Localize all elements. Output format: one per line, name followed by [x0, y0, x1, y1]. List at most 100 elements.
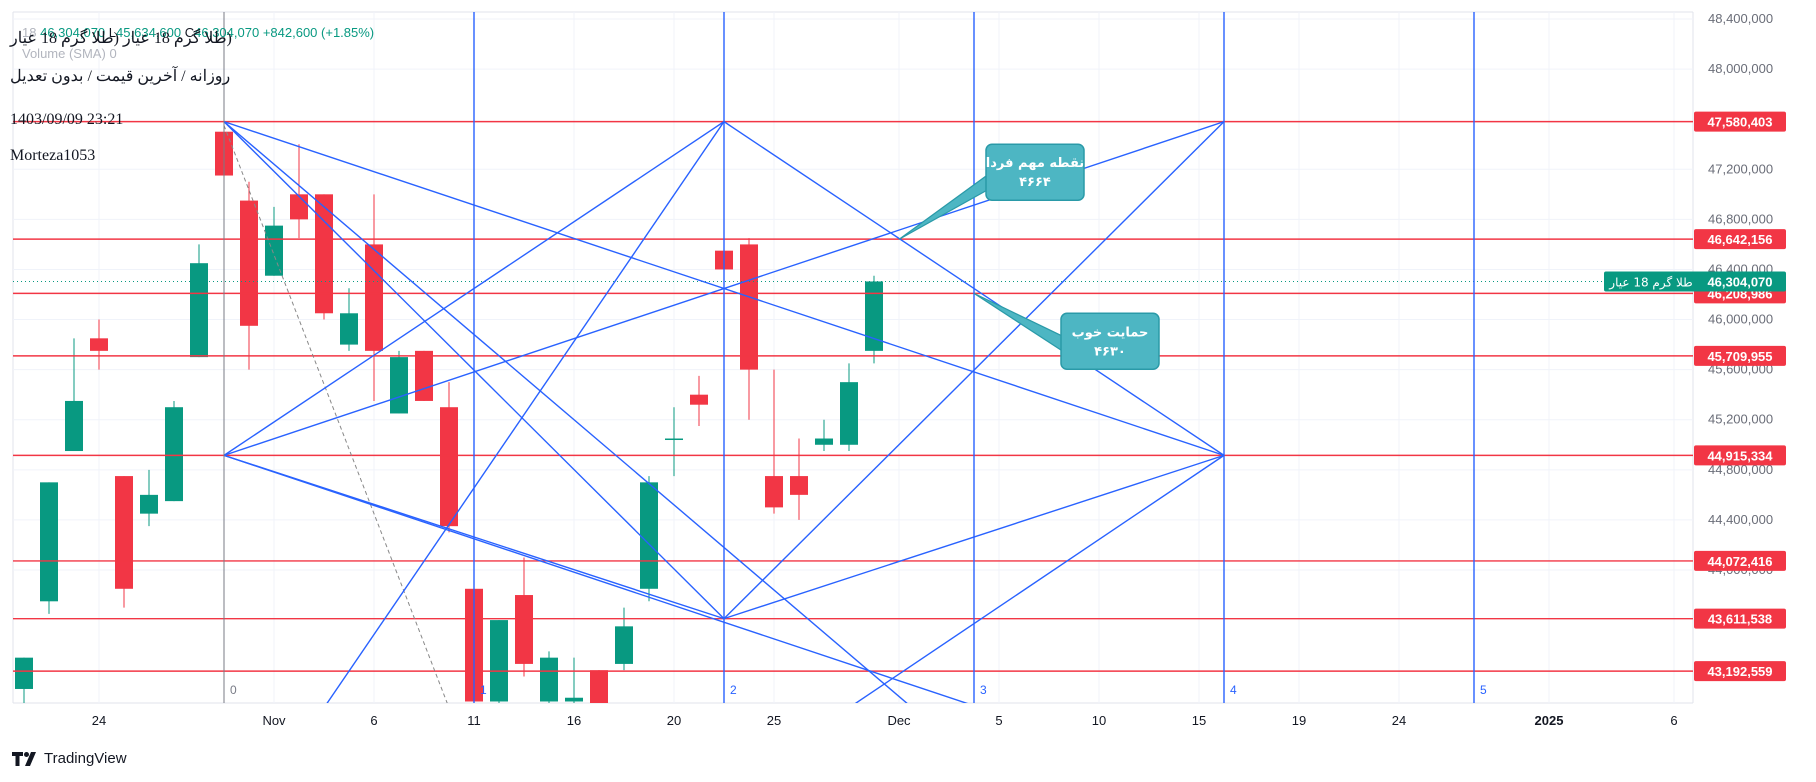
candle-body	[790, 476, 808, 495]
timeframe-annotation[interactable]: روزانه / آخرین قیمت / بدون تعدیل	[10, 68, 231, 85]
price-tick-label: 48,000,000	[1708, 61, 1773, 76]
tradingview-text: TradingView	[44, 750, 127, 767]
price-tick-label: 47,200,000	[1708, 161, 1773, 176]
symbol-name-annotation[interactable]: (طلا گرم 18 عیار (طلا گرم 18 عیار	[10, 30, 232, 47]
price-level-tag-label: 45,709,955	[1707, 349, 1772, 364]
author-annotation[interactable]: Morteza1053	[10, 147, 96, 164]
time-tick-label: 24	[92, 713, 106, 728]
time-division-label: 5	[1480, 683, 1487, 697]
candle-body	[115, 476, 133, 589]
time-tick-label: 2025	[1535, 713, 1564, 728]
time-tick-label: 24	[1392, 713, 1406, 728]
price-tick-label: 44,800,000	[1708, 462, 1773, 477]
candle-body	[65, 400, 83, 452]
symbol-name-tag-label: طلا گرم 18 عیار	[1608, 275, 1692, 290]
candle-body	[740, 244, 758, 370]
candle-body	[240, 200, 258, 326]
price-tick-label: 46,800,000	[1708, 211, 1773, 226]
callout-box	[985, 143, 1085, 201]
candle-body	[415, 350, 433, 401]
time-tick-label: 6	[1670, 713, 1677, 728]
time-tick-label: 10	[1092, 713, 1106, 728]
time-tick-label: 20	[667, 713, 681, 728]
candle-body	[840, 382, 858, 445]
time-tick-label: Dec	[887, 713, 911, 728]
callout-box	[1060, 312, 1160, 371]
price-level-tag-label: 44,915,334	[1707, 448, 1773, 463]
price-tick-label: 45,200,000	[1708, 412, 1773, 427]
candle-body	[665, 438, 683, 441]
time-tick-label: 16	[567, 713, 581, 728]
candle-body	[15, 657, 33, 689]
legend-low-value: 45,634,600	[116, 25, 182, 40]
legend-close-label: C	[184, 25, 195, 40]
gann-fan-line	[854, 454, 1225, 703]
price-tick-label: 48,400,000	[1708, 11, 1773, 26]
price-level-tag[interactable]	[1694, 445, 1786, 466]
candle-body	[265, 225, 283, 276]
timestamp-annotation[interactable]: 1403/09/09 23:21	[10, 111, 124, 128]
time-tick-label: 15	[1192, 713, 1206, 728]
price-level-tag[interactable]	[1694, 550, 1786, 571]
candle-body	[590, 670, 608, 703]
candle-body	[140, 494, 158, 514]
candle-body	[440, 407, 458, 527]
candle-body	[315, 194, 333, 314]
callout-value: ۴۶۳۰	[1094, 344, 1126, 359]
candle-body	[765, 476, 783, 508]
time-tick-label: 11	[467, 713, 481, 728]
price-level-tag-label: 43,611,538	[1708, 612, 1772, 627]
callout-value: ۴۶۶۴	[1019, 175, 1051, 190]
price-tick-label: 46,000,000	[1708, 312, 1773, 327]
candle-body	[390, 357, 408, 414]
price-level-tag-label: 43,192,559	[1707, 664, 1772, 679]
volume-value: 0	[109, 46, 117, 61]
candle-body	[615, 626, 633, 664]
time-division-label: 4	[1230, 683, 1237, 697]
candle-body	[865, 281, 883, 351]
legend-change: +842,600 (+1.85%)	[262, 25, 375, 40]
time-division-label: 3	[980, 683, 987, 697]
price-level-tag[interactable]	[1694, 111, 1786, 132]
candle-body	[690, 394, 708, 405]
volume-label: Volume (SMA)	[22, 46, 106, 61]
time-tick-label: 25	[767, 713, 781, 728]
candle-body	[340, 313, 358, 345]
symbol-name-tag[interactable]	[1604, 271, 1698, 292]
candle-body	[515, 595, 533, 664]
trend-dashed-line	[223, 125, 448, 703]
candle-body	[565, 697, 583, 702]
price-level-tag-label: 44,072,416	[1707, 554, 1772, 569]
price-level-tag[interactable]	[1694, 608, 1786, 629]
price-tick-label: 44,400,000	[1708, 512, 1773, 527]
candle-body	[815, 438, 833, 445]
price-level-tag[interactable]	[1694, 229, 1786, 250]
candle-body	[290, 194, 308, 220]
callout-text: نقطه مهم فردا	[986, 156, 1084, 171]
time-division-label: 0	[230, 683, 237, 697]
tradingview-logo[interactable]: TradingView	[12, 750, 127, 767]
last-price-tag-label: 46,304,070	[1707, 274, 1772, 289]
time-division-label: 2	[730, 683, 737, 697]
callout-pointer	[898, 169, 995, 240]
plot-area: 0 1 2 3 4 5 نقطه مهم فردا ۴۶۶۴ حمایت خوب ۴۶۳۰	[13, 12, 1693, 703]
price-level-tag[interactable]	[1694, 661, 1786, 682]
candle-body	[640, 482, 658, 589]
candle-body	[165, 407, 183, 502]
gann-fan-line	[326, 121, 725, 703]
time-division-label: 1	[480, 683, 487, 697]
legend-low-label: L	[108, 25, 117, 40]
price-level-tag-label: 47,580,403	[1707, 115, 1772, 130]
price-level-tag-label: 46,642,156	[1707, 232, 1772, 247]
time-tick-label: 5	[995, 713, 1002, 728]
volume-legend: Volume (SMA) 0	[22, 46, 117, 61]
candle-body	[540, 657, 558, 702]
legend-prefix: 18	[22, 25, 37, 40]
callout-text: حمایت خوب	[1072, 325, 1149, 340]
candle-body	[190, 263, 208, 358]
candle-body	[90, 338, 108, 351]
last-price-tag[interactable]	[1694, 271, 1786, 292]
price-level-tag[interactable]	[1694, 345, 1786, 366]
candle-body	[40, 482, 58, 602]
